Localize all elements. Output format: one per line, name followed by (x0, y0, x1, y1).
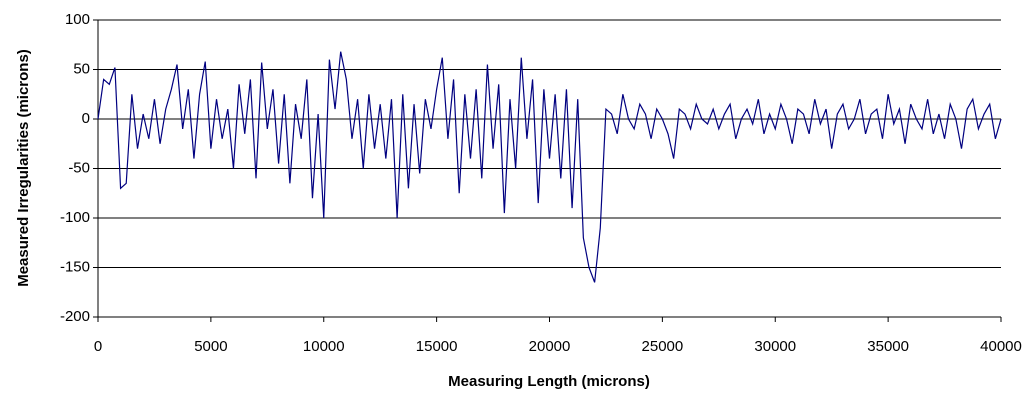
x-tick-label: 40000 (980, 338, 1022, 355)
y-tick-label: 100 (65, 11, 90, 28)
x-axis-label: Measuring Length (microns) (448, 373, 650, 390)
y-tick-label: -50 (68, 159, 90, 176)
x-tick-label: 25000 (642, 338, 684, 355)
y-tick-label: -200 (60, 308, 90, 325)
y-axis-label: Measured Irregularities (microns) (15, 49, 32, 287)
x-tick-label: 15000 (416, 338, 458, 355)
x-tick-label: 35000 (867, 338, 909, 355)
data-line (97, 51, 1002, 283)
y-tick-label: -100 (60, 209, 90, 226)
x-tick-label: 10000 (303, 338, 345, 355)
x-tick-label: 5000 (194, 338, 227, 355)
x-tick-label: 20000 (529, 338, 571, 355)
y-tick-label: -150 (60, 258, 90, 275)
y-tick-label: 0 (82, 110, 90, 127)
x-tick-label: 0 (94, 338, 102, 355)
y-tick-label: 50 (73, 60, 90, 77)
x-tick-label: 30000 (754, 338, 796, 355)
